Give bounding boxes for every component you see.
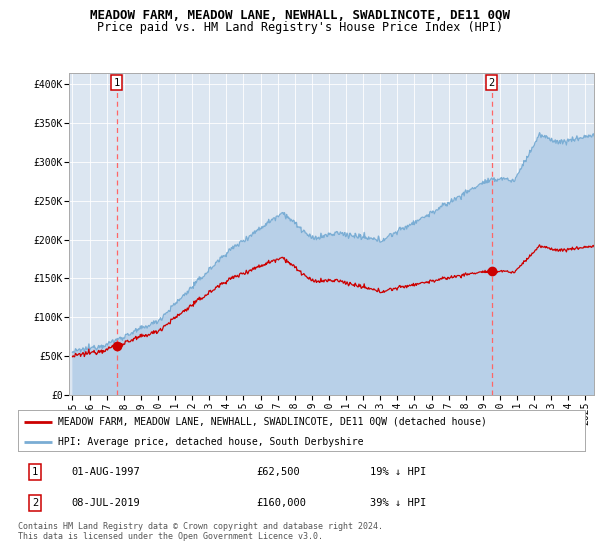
Text: HPI: Average price, detached house, South Derbyshire: HPI: Average price, detached house, Sout…	[58, 437, 363, 447]
Text: 1: 1	[32, 466, 38, 477]
Text: 1: 1	[113, 78, 119, 87]
Text: 2: 2	[32, 498, 38, 508]
Text: 08-JUL-2019: 08-JUL-2019	[72, 498, 140, 508]
Text: MEADOW FARM, MEADOW LANE, NEWHALL, SWADLINCOTE, DE11 0QW: MEADOW FARM, MEADOW LANE, NEWHALL, SWADL…	[90, 9, 510, 22]
Text: Price paid vs. HM Land Registry's House Price Index (HPI): Price paid vs. HM Land Registry's House …	[97, 21, 503, 34]
Text: 01-AUG-1997: 01-AUG-1997	[72, 466, 140, 477]
Text: £62,500: £62,500	[256, 466, 300, 477]
Text: 19% ↓ HPI: 19% ↓ HPI	[370, 466, 426, 477]
Text: Contains HM Land Registry data © Crown copyright and database right 2024.
This d: Contains HM Land Registry data © Crown c…	[18, 522, 383, 542]
Text: £160,000: £160,000	[256, 498, 306, 508]
Text: 39% ↓ HPI: 39% ↓ HPI	[370, 498, 426, 508]
Text: MEADOW FARM, MEADOW LANE, NEWHALL, SWADLINCOTE, DE11 0QW (detached house): MEADOW FARM, MEADOW LANE, NEWHALL, SWADL…	[58, 417, 487, 427]
Text: 2: 2	[488, 78, 495, 87]
